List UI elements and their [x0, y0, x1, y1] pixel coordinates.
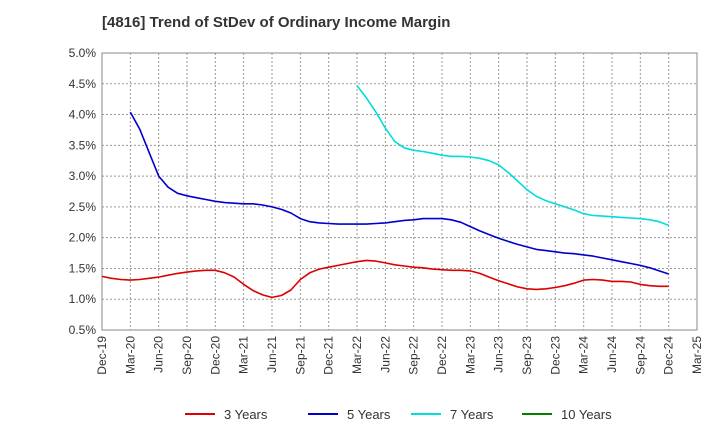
y-tick-label: 2.5% [69, 200, 97, 214]
plot-border [101, 52, 698, 331]
x-tick-label: Jun-23 [492, 336, 506, 373]
y-tick-label: 1.5% [69, 261, 97, 275]
grid-lines [102, 52, 697, 330]
y-tick-label: 2.0% [69, 231, 97, 245]
x-tick-label: Sep-24 [633, 336, 647, 375]
x-tick-label: Mar-20 [123, 336, 137, 374]
x-tick-label: Dec-22 [435, 336, 449, 375]
x-tick-label: Sep-23 [520, 336, 534, 375]
series-line-7-years [356, 85, 669, 227]
plot-area [102, 53, 697, 330]
x-tick-label: Sep-21 [293, 336, 307, 375]
x-tick-label: Jun-21 [265, 336, 279, 373]
x-tick-label: Mar-25 [690, 336, 704, 374]
x-tick-label: Dec-21 [322, 336, 336, 375]
series-lines [101, 85, 669, 299]
x-tick-label: Jun-20 [152, 336, 166, 373]
x-tick-label: Jun-22 [378, 336, 392, 373]
x-tick-label: Sep-22 [407, 336, 421, 375]
y-tick-label: 3.5% [69, 138, 97, 152]
y-tick-label: 3.0% [69, 169, 97, 183]
x-tick-label: Dec-19 [95, 336, 109, 375]
series-line-3-years [101, 259, 669, 299]
y-tick-label: 4.0% [69, 108, 97, 122]
y-tick-label: 1.0% [69, 292, 97, 306]
x-tick-label: Dec-20 [208, 336, 222, 375]
legend-label: 7 Years [450, 407, 494, 422]
series-line-5-years [129, 111, 669, 275]
x-tick-label: Jun-24 [605, 336, 619, 373]
x-tick-label: Dec-24 [662, 336, 676, 375]
x-tick-label: Mar-22 [350, 336, 364, 374]
legend-label: 3 Years [224, 407, 268, 422]
x-tick-label: Mar-21 [237, 336, 251, 374]
y-tick-label: 5.0% [69, 46, 97, 60]
x-tick-label: Mar-23 [463, 336, 477, 374]
legend-label: 5 Years [347, 407, 391, 422]
y-tick-label: 4.5% [69, 77, 97, 91]
x-tick-label: Mar-24 [577, 336, 591, 374]
x-tick-label: Dec-23 [548, 336, 562, 375]
legend: 3 Years 5 Years 7 Years 10 Years [185, 407, 612, 422]
y-tick-label: 0.5% [69, 323, 97, 337]
legend-label: 10 Years [561, 407, 612, 422]
axes: 0.5% 1.0% 1.5% 2.0% 2.5% 3.0% 3.5% 4.0% 4.5% 5.0%… [69, 46, 704, 375]
chart-title: [4816] Trend of StDev of Ordinary Income… [102, 14, 451, 31]
x-tick-label: Sep-20 [180, 336, 194, 375]
